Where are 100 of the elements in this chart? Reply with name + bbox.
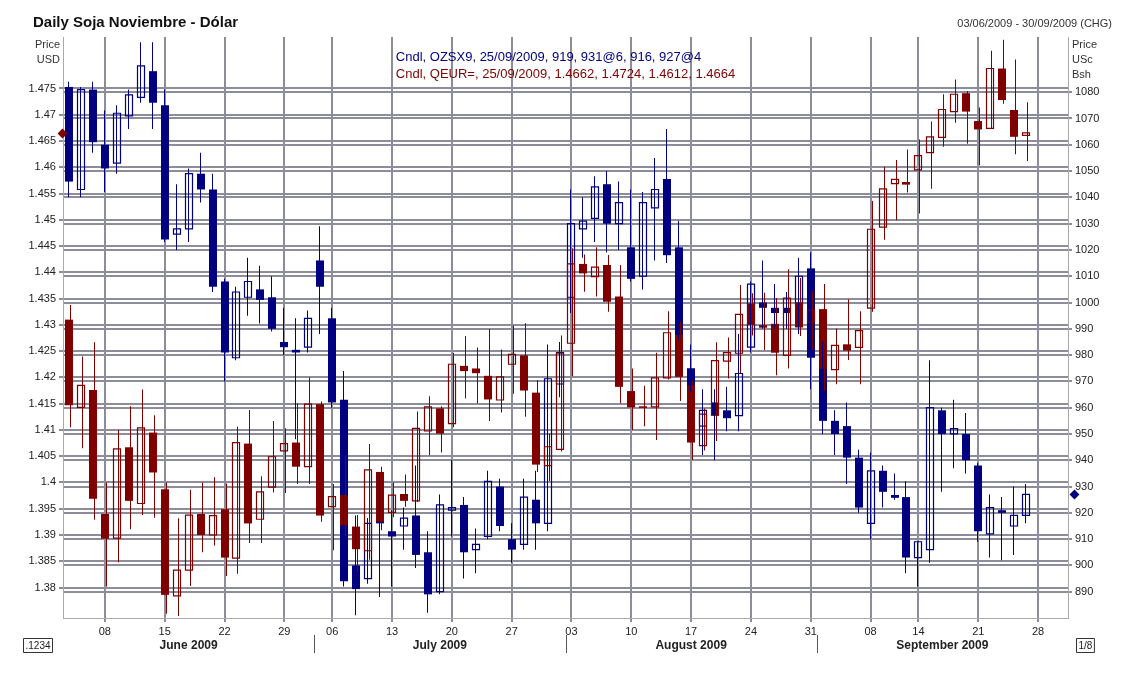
candlestick [949,399,959,469]
candlestick [184,168,194,243]
y2-tick-label: 980 [1075,348,1094,361]
candlestick [172,518,182,616]
candlestick [303,377,313,485]
x-tick-label: 29 [278,624,291,637]
candlestick [998,497,1006,561]
candlestick [913,541,923,587]
candlestick [243,257,253,316]
candlestick [913,139,923,214]
text: July 2009 [412,638,468,652]
y-tick-label: 1.4 [40,475,56,488]
x-tick-label: 06 [326,624,339,637]
candlestick [399,507,409,550]
candlestick [937,94,947,147]
y-tick-label: 1.475 [28,81,56,94]
candlestick [256,265,264,324]
y2-tick-label: 920 [1075,505,1094,518]
y2-tick-label: 960 [1075,400,1094,413]
candlestick [949,79,959,123]
candlestick [124,89,134,130]
candlestick [76,356,86,449]
candlestick [507,325,517,394]
y2-tick-label: 1050 [1075,164,1100,177]
y-tick-label: 1.39 [34,528,56,541]
x-tick-label: 08 [864,624,877,637]
candlestick [891,473,899,500]
y-axis-title: Price USD [34,38,61,65]
candlestick [423,396,433,456]
y2-tick-label: 1060 [1075,137,1100,150]
candlestick [447,460,457,537]
candlestick [638,192,648,290]
candlestick [184,489,194,586]
y-tick-label: 1.415 [28,396,56,409]
y2-tick-label: 900 [1075,558,1094,571]
text: .1234 [25,640,51,651]
x-tick-label: 27 [505,624,518,637]
x-tick-label: 22 [218,624,231,637]
candlestick [543,344,553,532]
candlestick [483,470,493,540]
x-tick-label: 10 [625,624,638,637]
y2-axis-title: Price USc Bsh [1072,38,1098,80]
candlestick [543,433,553,481]
candlestick [112,105,122,174]
candlestick [136,42,146,103]
x-tick-label: 15 [158,624,171,637]
y2-tick-label: 970 [1075,374,1094,387]
y2-tick-label: 1010 [1075,269,1100,282]
candlestick [590,176,600,243]
y2-tick-label: 910 [1075,532,1094,545]
chart-title: Daily Soja Noviembre - Dólar [33,13,239,30]
candlestick [830,328,840,385]
candlestick [316,226,324,335]
candlestick [508,523,516,563]
y-tick-label: 1.395 [28,501,56,514]
y2-tick-label: 990 [1075,321,1094,334]
candlestick [472,347,480,404]
x-tick-label: 31 [804,624,817,637]
x-tick-label: 14 [912,624,925,637]
y-tick-label: 1.41 [34,422,56,435]
candlestick [650,352,660,440]
candlestick [208,477,218,546]
text: September 2009 [896,638,989,652]
y-tick-label: 1.385 [28,554,56,567]
candlestick [519,478,529,550]
y-tick-label: 1.405 [28,449,56,462]
candlestick [435,494,445,595]
text: Cndl, QEUR=, 25/09/2009, 1.4662, 1.4724, 1.4612, 1.4664 [395,66,736,81]
candlestick [112,429,122,563]
candlestick [866,452,876,540]
candlestick [902,149,910,193]
y-tick-label: 1.445 [28,239,56,252]
y2-tick-label: 1020 [1075,242,1100,255]
x-tick-label: 17 [685,624,698,637]
candlestick [172,184,182,250]
y-tick-label: 1.435 [28,291,56,304]
candlestick [136,389,146,516]
y-tick-label: 1.47 [34,107,56,120]
candlestick [614,181,624,250]
candlestick [1009,486,1019,555]
candlestick [327,484,337,551]
y-tick-label: 1.42 [34,370,56,383]
y2-tick-label: 1080 [1075,85,1100,98]
candlestick [471,528,481,574]
chart-subtitle: 03/06/2009 - 30/09/2009 (CHG) [957,17,1112,29]
candlestick [279,428,289,493]
text: 1/8 [1078,640,1093,651]
y-tick-label: 1.38 [34,580,56,593]
y-tick-label: 1.46 [34,160,56,173]
candlestick [231,286,241,361]
candlestick [866,200,876,312]
candlestick [639,385,647,427]
candlestick [267,421,277,493]
text: August 2009 [655,638,728,652]
candlestick [255,476,265,543]
x-tick-label: 24 [744,624,758,637]
candlestick [1021,102,1031,161]
x-tick-label: 28 [1031,624,1045,637]
y2-tick-label: 1000 [1075,295,1100,308]
candlestick [890,159,900,221]
